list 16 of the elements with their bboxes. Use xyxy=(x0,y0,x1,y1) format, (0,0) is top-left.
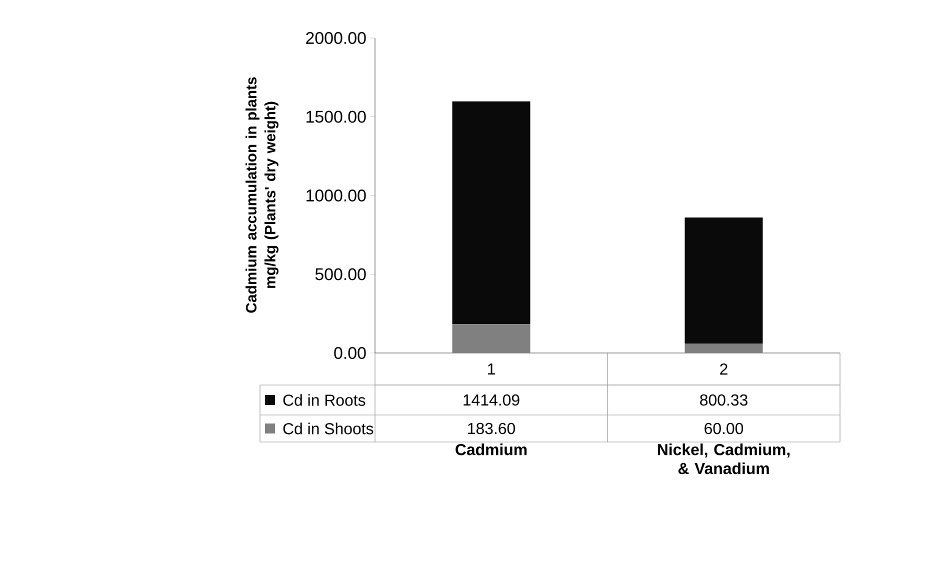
data-label: 60.00 xyxy=(704,422,744,434)
data-label: 800.33 xyxy=(700,394,748,406)
x-tick-label: 1 xyxy=(488,364,495,374)
text: Cadmium xyxy=(456,444,527,456)
legend-label: Cd in Shoots xyxy=(283,422,374,434)
data-label: 183.60 xyxy=(468,422,515,434)
y-tick-label: 2000.00 xyxy=(306,32,366,44)
y-axis-title: Cadmium accumulation in plants mg/kg (Plants' dry weight) xyxy=(246,77,278,313)
y-tick-label: 1000.00 xyxy=(306,190,366,202)
y-tick-label: 1500.00 xyxy=(306,110,366,123)
data-label: 1414.09 xyxy=(464,394,520,406)
legend-label: Cd in Roots xyxy=(283,394,366,406)
x-tick-label: 2 xyxy=(720,363,728,375)
y-tick-label: 0.00 xyxy=(334,347,366,359)
y-tick-label: 500.00 xyxy=(315,268,366,280)
text: Nickel, Cadmium, & Vanadium xyxy=(658,444,790,474)
